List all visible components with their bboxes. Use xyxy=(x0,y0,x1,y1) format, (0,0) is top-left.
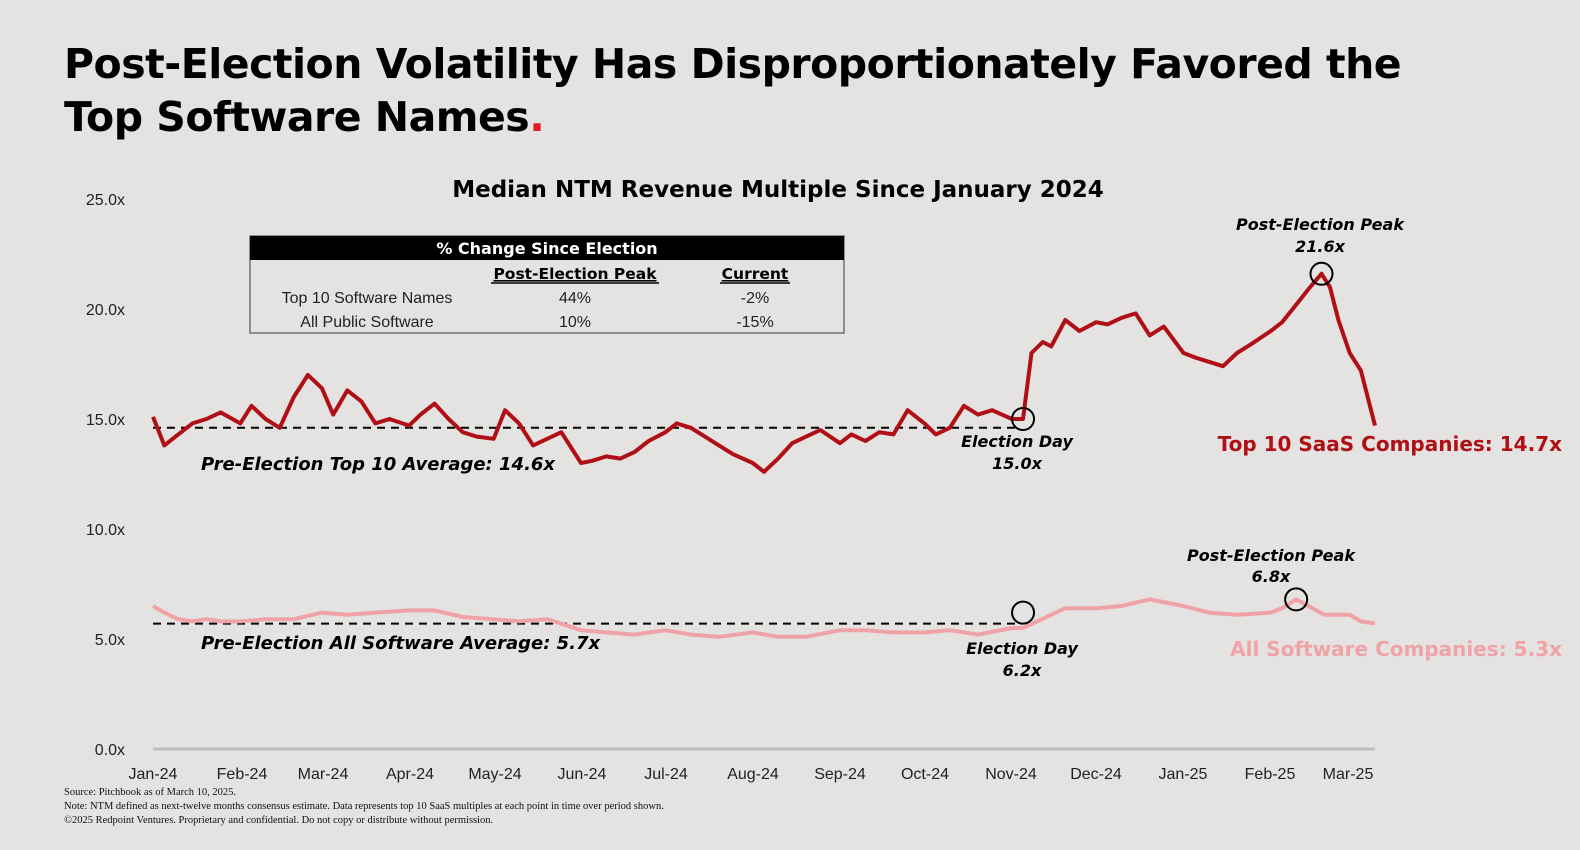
all-peak-value: 6.8x xyxy=(1252,567,1291,586)
title-accent-dot: . xyxy=(529,93,545,141)
summary-table-row-label: All Public Software xyxy=(300,314,433,331)
summary-table-cell: 44% xyxy=(559,290,591,307)
top10-peak-label: Post-Election Peak xyxy=(1236,215,1405,234)
y-tick-label: 5.0x xyxy=(95,632,125,649)
x-tick-label: Apr-24 xyxy=(386,766,434,783)
top10-average-label: Pre-Election Top 10 Average: 14.6x xyxy=(201,454,556,475)
x-tick-label: Nov-24 xyxy=(985,766,1037,783)
page-title: Post-Election Volatility Has Disproporti… xyxy=(64,38,1464,144)
x-tick-label: Jun-24 xyxy=(558,766,607,783)
summary-table-title: % Change Since Election xyxy=(436,239,657,258)
summary-table-cell: -2% xyxy=(741,290,769,307)
top10-series-line xyxy=(151,271,1377,474)
x-tick-label: Jan-24 xyxy=(129,766,178,783)
y-tick-label: 15.0x xyxy=(86,412,125,429)
x-tick-label: May-24 xyxy=(468,766,521,783)
x-tick-label: Sep-24 xyxy=(814,766,866,783)
top10-peak-value: 21.6x xyxy=(1295,237,1345,256)
summary-table-column-header: Post-Election Peak xyxy=(493,265,657,283)
all-election-value: 6.2x xyxy=(1003,661,1042,680)
y-tick-label: 0.0x xyxy=(95,742,125,759)
x-tick-label: Jul-24 xyxy=(644,766,688,783)
x-tick-label: Jan-25 xyxy=(1159,766,1208,783)
summary-table-row-label: Top 10 Software Names xyxy=(282,290,453,307)
chart-title: Median NTM Revenue Multiple Since Januar… xyxy=(452,177,1104,203)
x-tick-label: Aug-24 xyxy=(727,766,779,783)
all-election-marker xyxy=(1011,600,1036,625)
footnote-copyright: ©2025 Redpoint Ventures. Proprietary and… xyxy=(64,815,494,826)
y-tick-label: 20.0x xyxy=(86,302,125,319)
all-election-label: Election Day xyxy=(966,639,1078,658)
summary-table-header-bar xyxy=(250,236,844,260)
summary-table-cell: 10% xyxy=(559,314,591,331)
top10-election-label: Election Day xyxy=(961,432,1073,451)
x-tick-label: Mar-25 xyxy=(1323,766,1374,783)
top10-election-marker xyxy=(1011,407,1036,431)
summary-table-column-header: Current xyxy=(722,265,789,283)
top10-current-label: Top 10 SaaS Companies: 14.7x xyxy=(1218,432,1563,456)
top10-peak-marker xyxy=(1309,261,1334,286)
footnote-note: Note: NTM defined as next-twelve months … xyxy=(64,801,664,812)
summary-table-cell: -15% xyxy=(736,314,773,331)
x-tick-label: Dec-24 xyxy=(1070,766,1122,783)
all-peak-marker xyxy=(1284,587,1309,612)
top10-election-value: 15.0x xyxy=(992,454,1042,473)
x-tick-label: Oct-24 xyxy=(901,766,949,783)
all-software-current-label: All Software Companies: 5.3x xyxy=(1230,637,1562,661)
all-peak-label: Post-Election Peak xyxy=(1187,546,1356,565)
x-tick-label: Feb-24 xyxy=(217,766,268,783)
footnote-source: Source: Pitchbook as of March 10, 2025. xyxy=(64,787,237,798)
all-software-average-label: Pre-Election All Software Average: 5.7x xyxy=(201,633,602,654)
y-tick-label: 25.0x xyxy=(86,192,125,209)
y-tick-label: 10.0x xyxy=(86,522,125,539)
all-software-series-line xyxy=(151,597,1376,639)
x-tick-label: Feb-25 xyxy=(1245,766,1296,783)
x-tick-label: Mar-24 xyxy=(298,766,349,783)
footnotes: Source: Pitchbook as of March 10, 2025. … xyxy=(64,786,664,828)
page-title-text: Post-Election Volatility Has Disproporti… xyxy=(64,40,1402,141)
